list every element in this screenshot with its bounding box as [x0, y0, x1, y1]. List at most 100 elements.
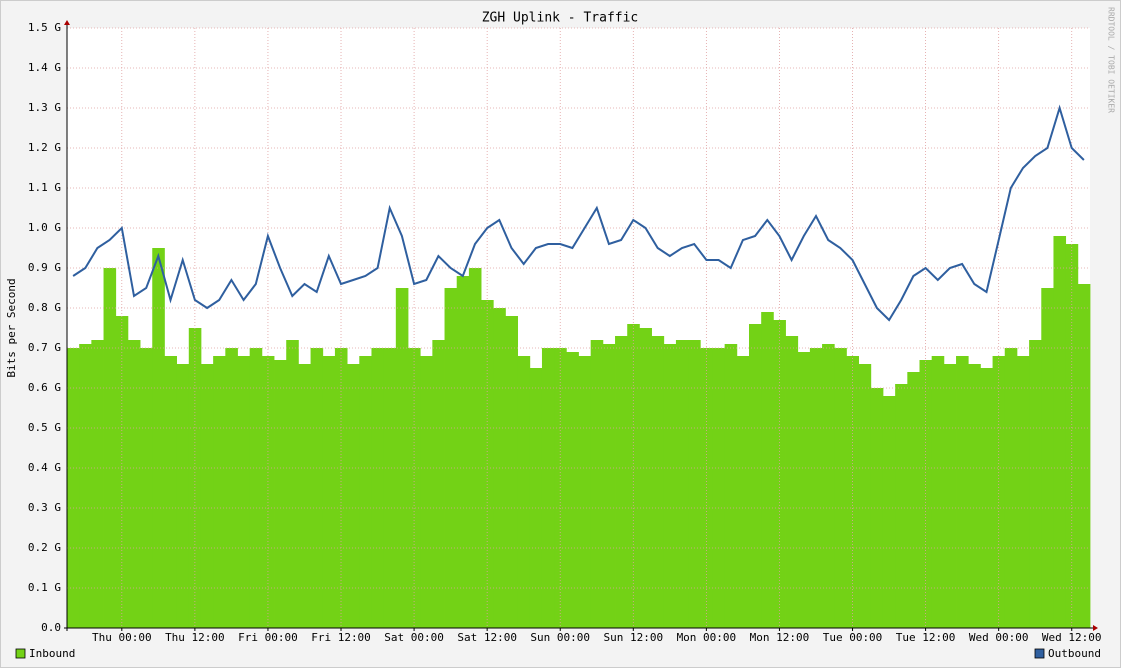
inbound-bar	[590, 340, 604, 628]
x-tick-label: Sun 12:00	[603, 631, 663, 644]
inbound-bar	[67, 348, 80, 628]
x-tick-label: Sat 00:00	[384, 631, 444, 644]
y-axis-label: Bits per Second	[5, 278, 18, 377]
inbound-bar	[675, 340, 689, 628]
y-tick-label: 0.7 G	[28, 341, 61, 354]
watermark: RRDTOOL / TOBI OETIKER	[1107, 7, 1116, 113]
inbound-bar	[688, 340, 701, 628]
inbound-bar	[420, 356, 433, 628]
y-tick-label: 0.5 G	[28, 421, 61, 434]
inbound-bar	[968, 364, 981, 628]
inbound-bar	[846, 356, 860, 628]
y-tick-label: 1.3 G	[28, 101, 61, 114]
inbound-bar	[286, 340, 299, 628]
y-tick-label: 1.2 G	[28, 141, 61, 154]
inbound-bar	[1029, 340, 1042, 628]
inbound-bar	[980, 368, 993, 628]
x-tick-label: Thu 12:00	[165, 631, 225, 644]
y-tick-label: 1.4 G	[28, 61, 61, 74]
y-tick-label: 0.8 G	[28, 301, 61, 314]
inbound-bar	[79, 344, 92, 628]
inbound-bar	[383, 348, 397, 628]
legend-swatch	[15, 648, 26, 659]
inbound-bar	[1016, 356, 1030, 628]
x-tick-label: Tue 12:00	[896, 631, 956, 644]
inbound-bar	[602, 344, 616, 628]
inbound-bar	[1077, 284, 1091, 628]
x-arrow	[1093, 625, 1098, 631]
inbound-bar	[761, 312, 774, 628]
inbound-bar	[359, 356, 372, 628]
inbound-bar	[907, 372, 920, 628]
inbound-bar	[749, 324, 762, 628]
y-tick-label: 0.4 G	[28, 461, 61, 474]
inbound-bar	[615, 336, 628, 628]
inbound-bar	[505, 316, 519, 628]
inbound-bar	[712, 348, 726, 628]
inbound-bar	[785, 336, 799, 628]
legend-swatch	[1034, 648, 1045, 659]
x-tick-label: Tue 00:00	[823, 631, 883, 644]
x-tick-label: Mon 00:00	[677, 631, 737, 644]
y-tick-label: 0.9 G	[28, 261, 61, 274]
y-tick-label: 0.6 G	[28, 381, 61, 394]
inbound-bar	[517, 356, 531, 628]
x-tick-label: Wed 00:00	[969, 631, 1029, 644]
inbound-bar	[444, 288, 458, 628]
inbound-bar	[1053, 236, 1067, 628]
x-tick-label: Mon 12:00	[750, 631, 810, 644]
inbound-bar	[931, 356, 945, 628]
lines	[72, 104, 1085, 322]
inbound-bar	[432, 340, 445, 628]
inbound-bar	[274, 360, 287, 628]
inbound-bar	[225, 348, 238, 628]
inbound-bar	[663, 344, 677, 628]
plot	[67, 27, 1091, 629]
inbound-bar	[943, 364, 957, 628]
x-tick-label: Thu 00:00	[92, 631, 152, 644]
inbound-bar	[200, 364, 214, 628]
x-tick-label: Sun 00:00	[530, 631, 590, 644]
y-tick-label: 1.5 G	[28, 21, 61, 34]
inbound-bar	[529, 368, 543, 628]
inbound-bar	[152, 248, 165, 628]
inbound-bar	[834, 348, 847, 628]
x-tick-label: Fri 12:00	[311, 631, 371, 644]
inbound-bar	[140, 348, 153, 628]
inbound-bar	[651, 336, 665, 628]
x-tick-label: Sat 12:00	[457, 631, 517, 644]
inbound-bar	[103, 268, 117, 628]
x-tick-label: Fri 00:00	[238, 631, 298, 644]
inbound-bar	[298, 364, 311, 628]
inbound-bar	[809, 348, 823, 628]
y-arrow	[64, 20, 70, 25]
outbound-line	[72, 104, 1085, 322]
inbound-bar	[566, 352, 579, 628]
inbound-bar	[347, 364, 360, 628]
legend-label: Outbound	[1048, 647, 1101, 660]
x-tick-label: Wed 12:00	[1042, 631, 1102, 644]
y-tick-label: 1.1 G	[28, 181, 61, 194]
inbound-bar	[213, 356, 226, 628]
grid	[67, 27, 1090, 629]
inbound-bar	[639, 328, 652, 628]
inbound-bar	[773, 320, 786, 628]
chart-title: ZGH Uplink - Traffic	[482, 11, 639, 26]
y-tick-label: 0.1 G	[28, 581, 61, 594]
inbound-bar	[895, 384, 908, 628]
inbound-bar	[261, 356, 275, 628]
inbound-bar	[249, 348, 263, 628]
legend-label: Inbound	[29, 647, 75, 660]
y-tick-label: 0.2 G	[28, 541, 61, 554]
inbound-bars	[67, 236, 1091, 628]
inbound-bar	[371, 348, 385, 628]
inbound-bar	[91, 340, 104, 628]
inbound-bar	[176, 364, 190, 628]
inbound-bar	[310, 348, 324, 628]
inbound-bar	[992, 356, 1006, 628]
inbound-bar	[456, 276, 470, 628]
y-tick-label: 0.0	[41, 621, 61, 634]
inbound-bar	[956, 356, 969, 628]
inbound-bar	[858, 364, 872, 628]
